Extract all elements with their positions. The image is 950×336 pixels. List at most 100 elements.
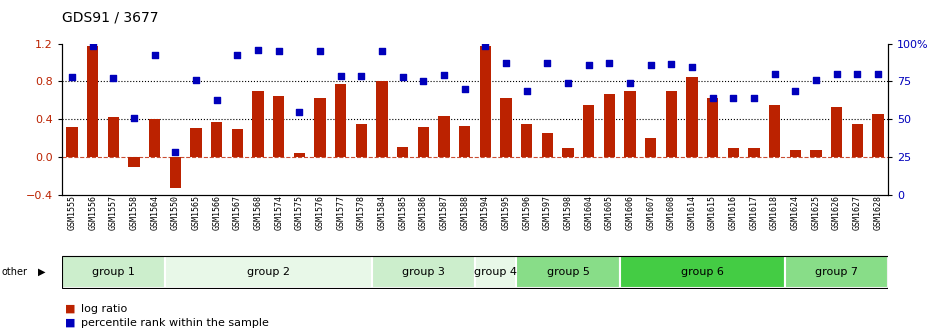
Point <box>560 81 576 86</box>
Bar <box>624 91 636 157</box>
Point <box>478 43 493 48</box>
Text: GSM1608: GSM1608 <box>667 195 675 230</box>
Point <box>767 71 782 77</box>
Text: GSM1605: GSM1605 <box>605 195 614 230</box>
Text: group 5: group 5 <box>546 267 589 277</box>
Text: group 1: group 1 <box>92 267 135 277</box>
Text: GSM1558: GSM1558 <box>129 195 139 230</box>
Bar <box>769 105 780 157</box>
Bar <box>66 127 78 157</box>
Bar <box>149 119 161 157</box>
Point <box>788 88 803 94</box>
Point <box>333 73 349 79</box>
Point <box>168 150 183 155</box>
Text: GSM1607: GSM1607 <box>646 195 655 230</box>
FancyBboxPatch shape <box>785 256 888 288</box>
Point <box>147 52 162 58</box>
Text: GSM1618: GSM1618 <box>770 195 779 230</box>
Point <box>581 63 597 68</box>
Text: GSM1615: GSM1615 <box>708 195 717 230</box>
FancyBboxPatch shape <box>475 256 517 288</box>
Bar <box>232 129 243 157</box>
Text: group 6: group 6 <box>681 267 724 277</box>
Text: GSM1628: GSM1628 <box>873 195 883 230</box>
Point <box>416 79 431 84</box>
Point <box>209 98 224 103</box>
Bar <box>273 96 284 157</box>
Text: GSM1624: GSM1624 <box>790 195 800 230</box>
Point <box>395 74 410 79</box>
Bar <box>562 148 574 157</box>
Text: GSM1575: GSM1575 <box>294 195 304 230</box>
Bar <box>397 147 408 157</box>
Text: GSM1594: GSM1594 <box>481 195 490 230</box>
Bar <box>87 46 99 157</box>
Bar <box>666 91 677 157</box>
Point <box>726 96 741 101</box>
Text: GSM1606: GSM1606 <box>625 195 635 230</box>
Bar <box>851 124 863 157</box>
Text: other: other <box>2 267 28 277</box>
Text: group 7: group 7 <box>815 267 858 277</box>
Text: GSM1577: GSM1577 <box>336 195 345 230</box>
Text: GSM1555: GSM1555 <box>67 195 77 230</box>
Text: GSM1585: GSM1585 <box>398 195 408 230</box>
Point <box>499 60 514 65</box>
Text: GSM1578: GSM1578 <box>357 195 366 230</box>
Bar <box>810 151 822 157</box>
Point <box>436 72 451 78</box>
Text: GSM1598: GSM1598 <box>563 195 573 230</box>
Bar <box>480 46 491 157</box>
Point <box>540 60 555 65</box>
Point <box>230 52 245 58</box>
Text: GSM1595: GSM1595 <box>502 195 510 230</box>
Point <box>86 43 101 48</box>
Point <box>292 109 307 115</box>
Text: GSM1614: GSM1614 <box>688 195 696 230</box>
Point <box>747 96 762 101</box>
Text: GSM1550: GSM1550 <box>171 195 180 230</box>
Point <box>105 75 121 80</box>
Bar <box>438 117 449 157</box>
Bar <box>872 114 884 157</box>
FancyBboxPatch shape <box>62 256 165 288</box>
Text: GSM1596: GSM1596 <box>522 195 531 230</box>
Text: GSM1617: GSM1617 <box>750 195 758 230</box>
Point <box>374 49 390 54</box>
Text: ▶: ▶ <box>38 267 46 277</box>
Text: GSM1588: GSM1588 <box>460 195 469 230</box>
Text: GSM1604: GSM1604 <box>584 195 593 230</box>
Point <box>457 86 472 92</box>
Bar <box>542 133 553 157</box>
Point <box>65 74 80 79</box>
Bar <box>707 98 718 157</box>
Point <box>684 65 699 70</box>
Point <box>664 62 679 67</box>
Text: GSM1574: GSM1574 <box>275 195 283 230</box>
Bar <box>294 153 305 157</box>
Text: GSM1576: GSM1576 <box>315 195 325 230</box>
Bar <box>418 127 429 157</box>
Text: GSM1616: GSM1616 <box>729 195 738 230</box>
FancyBboxPatch shape <box>619 256 785 288</box>
Text: ■: ■ <box>65 304 75 314</box>
Point <box>808 77 824 82</box>
Bar <box>128 157 140 167</box>
Text: GSM1627: GSM1627 <box>853 195 862 230</box>
Point <box>251 48 266 53</box>
Bar <box>314 98 326 157</box>
Text: log ratio: log ratio <box>81 304 127 314</box>
Text: ■: ■ <box>65 318 75 328</box>
Point <box>271 49 286 54</box>
Text: GSM1626: GSM1626 <box>832 195 841 230</box>
Point <box>188 77 203 82</box>
Point <box>313 49 328 54</box>
FancyBboxPatch shape <box>517 256 619 288</box>
Point <box>849 71 865 77</box>
Bar <box>253 91 264 157</box>
Bar <box>603 94 615 157</box>
Point <box>126 116 142 121</box>
Point <box>870 71 885 77</box>
Bar <box>211 122 222 157</box>
Bar <box>501 97 512 157</box>
